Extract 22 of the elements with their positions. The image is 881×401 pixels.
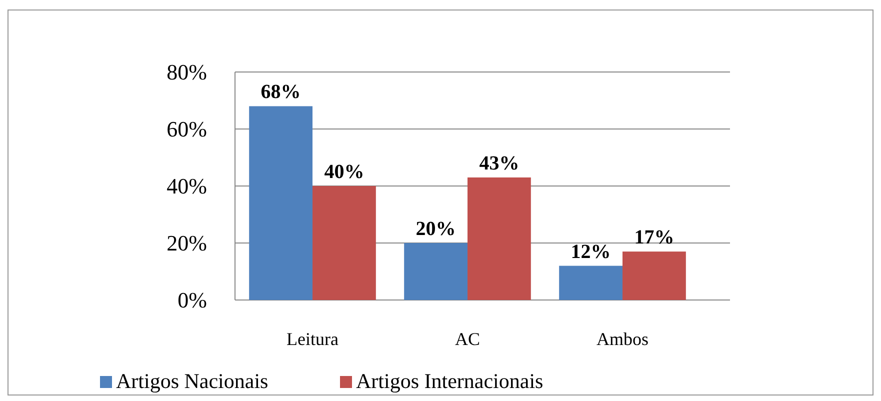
- y-tick-label: 40%: [166, 174, 207, 199]
- x-tick-label: Ambos: [596, 329, 649, 349]
- y-tick-label: 80%: [166, 60, 207, 85]
- bar: [312, 186, 376, 300]
- data-label: 17%: [634, 226, 674, 249]
- y-tick-label: 0%: [178, 288, 207, 313]
- x-tick-label: Leitura: [286, 329, 338, 349]
- legend-label: Artigos Nacionais: [116, 369, 268, 393]
- y-tick-label: 60%: [166, 116, 207, 142]
- x-tick-label: AC: [454, 329, 480, 349]
- bar: [468, 177, 531, 300]
- data-label: 12%: [570, 240, 611, 263]
- data-label: 20%: [416, 218, 456, 240]
- bar: [622, 252, 686, 300]
- bar: [249, 106, 312, 300]
- data-label: 40%: [324, 161, 364, 183]
- bar: [404, 243, 468, 300]
- legend-label: Artigos Internacionais: [356, 369, 544, 393]
- bar: [559, 266, 622, 300]
- data-label: 68%: [260, 81, 301, 104]
- y-tick-label: 20%: [166, 230, 207, 256]
- data-label: 43%: [479, 152, 520, 174]
